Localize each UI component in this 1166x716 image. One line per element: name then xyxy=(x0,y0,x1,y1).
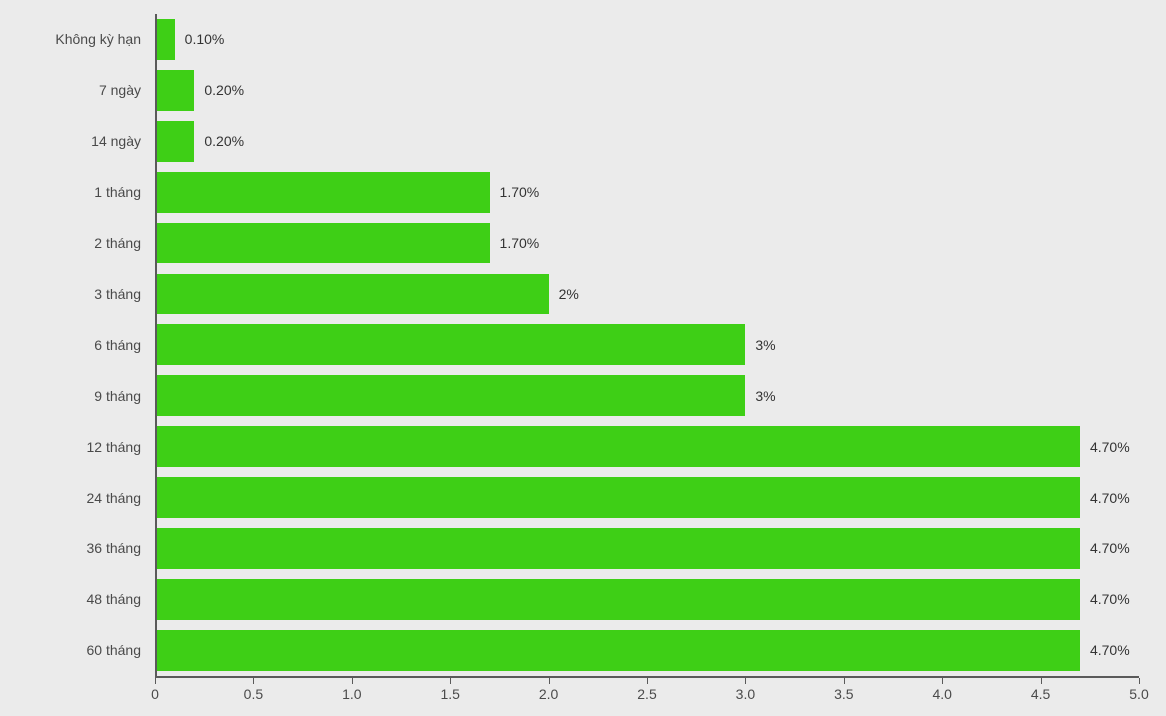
bar xyxy=(157,528,1080,569)
value-label: 4.70% xyxy=(1090,591,1130,607)
bar xyxy=(157,426,1080,467)
value-label: 4.70% xyxy=(1090,490,1130,506)
bar xyxy=(157,630,1080,671)
value-label: 4.70% xyxy=(1090,540,1130,556)
bar xyxy=(157,223,490,264)
x-tick-mark xyxy=(745,678,746,684)
x-tick-label: 1.0 xyxy=(342,686,361,702)
category-label: Không kỳ hạn xyxy=(55,31,141,47)
value-label: 2% xyxy=(559,286,579,302)
bar xyxy=(157,477,1080,518)
x-tick-label: 4.0 xyxy=(932,686,951,702)
x-tick-mark xyxy=(1041,678,1042,684)
category-label: 6 tháng xyxy=(94,337,141,353)
value-label: 3% xyxy=(755,337,775,353)
value-label: 0.20% xyxy=(204,133,244,149)
bar xyxy=(157,274,549,315)
plot-area: 00.51.01.52.02.53.03.54.04.55.0Không kỳ … xyxy=(155,14,1139,676)
bar xyxy=(157,70,194,111)
x-tick-label: 1.5 xyxy=(440,686,459,702)
x-tick-label: 2.0 xyxy=(539,686,558,702)
value-label: 1.70% xyxy=(500,184,540,200)
value-label: 0.10% xyxy=(185,31,225,47)
value-label: 4.70% xyxy=(1090,439,1130,455)
category-label: 2 tháng xyxy=(94,235,141,251)
bar xyxy=(157,375,745,416)
bar xyxy=(157,172,490,213)
category-label: 1 tháng xyxy=(94,184,141,200)
category-label: 12 tháng xyxy=(87,439,142,455)
x-tick-mark xyxy=(647,678,648,684)
category-label: 9 tháng xyxy=(94,388,141,404)
x-tick-label: 3.5 xyxy=(834,686,853,702)
x-tick-mark xyxy=(1139,678,1140,684)
bar xyxy=(157,19,175,60)
category-label: 3 tháng xyxy=(94,286,141,302)
bar xyxy=(157,121,194,162)
x-tick-mark xyxy=(155,678,156,684)
x-tick-mark xyxy=(253,678,254,684)
x-tick-mark xyxy=(942,678,943,684)
value-label: 4.70% xyxy=(1090,642,1130,658)
category-label: 14 ngày xyxy=(91,133,141,149)
x-tick-label: 3.0 xyxy=(736,686,755,702)
x-tick-label: 0.5 xyxy=(244,686,263,702)
value-label: 3% xyxy=(755,388,775,404)
x-tick-mark xyxy=(352,678,353,684)
x-tick-label: 5.0 xyxy=(1129,686,1148,702)
category-label: 48 tháng xyxy=(87,591,142,607)
bar xyxy=(157,579,1080,620)
value-label: 1.70% xyxy=(500,235,540,251)
x-tick-label: 2.5 xyxy=(637,686,656,702)
interest-rate-bar-chart: 0 0.5 1.0 1.5 2.0 2.5 3.0 3.5 4.0 4.5 5.0 Không kỳ … xyxy=(0,0,1166,716)
x-tick-label: 4.5 xyxy=(1031,686,1050,702)
category-label: 36 tháng xyxy=(87,540,142,556)
category-label: 60 tháng xyxy=(87,642,142,658)
bar xyxy=(157,324,745,365)
x-tick-mark xyxy=(450,678,451,684)
category-label: 7 ngày xyxy=(99,82,141,98)
x-tick-label: 0 xyxy=(151,686,159,702)
x-tick-mark xyxy=(844,678,845,684)
x-tick-mark xyxy=(549,678,550,684)
category-label: 24 tháng xyxy=(87,490,142,506)
value-label: 0.20% xyxy=(204,82,244,98)
